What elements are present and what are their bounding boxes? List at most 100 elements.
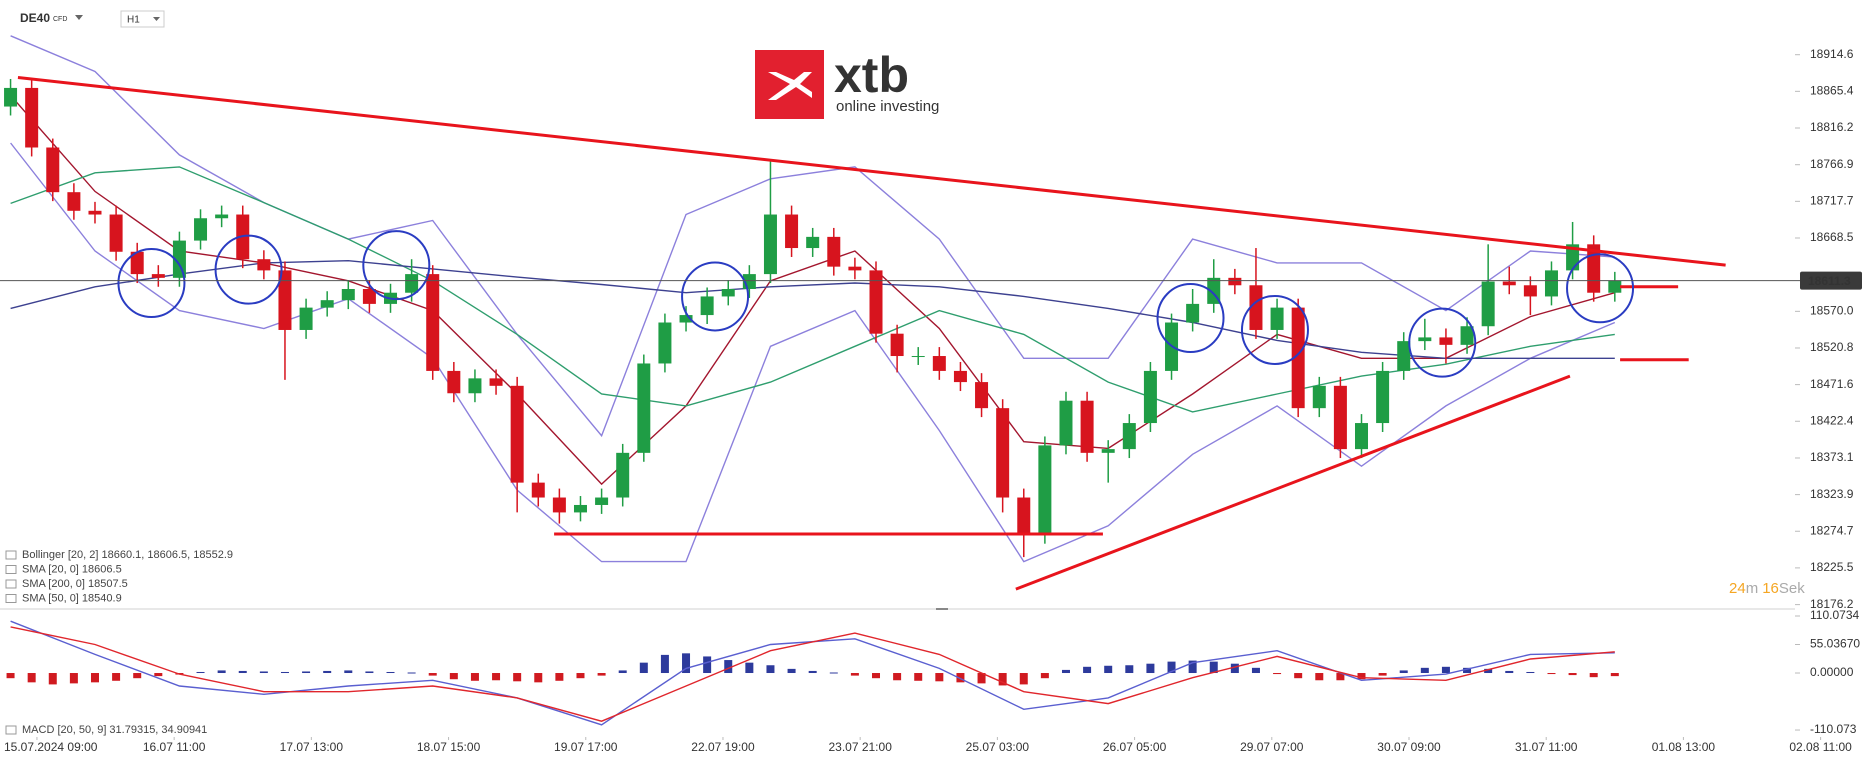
candle-body [468, 378, 482, 394]
histogram-bar [428, 673, 437, 676]
histogram-bar [872, 673, 881, 679]
y-tick-label: 18422.4 [1810, 413, 1854, 427]
histogram-bar [217, 670, 226, 674]
legend-icon [5, 594, 17, 603]
y-tick-label: 18323.9 [1810, 487, 1854, 501]
histogram-bar [1610, 673, 1619, 677]
candle-body [1038, 445, 1052, 535]
y-tick-label: 18816.2 [1810, 120, 1854, 134]
logo-name: xtb [834, 47, 909, 103]
histogram-bar [935, 673, 944, 682]
highlight-circle [362, 230, 431, 301]
indicator-line [10, 259, 1615, 359]
candle-timer: 24m 16Sek [1729, 580, 1805, 597]
histogram-bar [745, 662, 754, 674]
legend-entry: MACD [20, 50, 9] 31.79315, 34.90941 [22, 724, 207, 736]
x-tick-label: 15.07.2024 09:00 [4, 740, 98, 754]
market: CFD [53, 16, 67, 23]
candle-body [658, 322, 672, 364]
candle-body [975, 382, 989, 409]
y-tick-label: 18914.6 [1810, 47, 1854, 61]
y-tick-label: 18865.4 [1810, 84, 1854, 98]
histogram-bar [597, 673, 606, 676]
candle-body [869, 270, 883, 334]
candle-body [996, 408, 1010, 498]
y-tick-label: 18717.7 [1810, 194, 1854, 208]
histogram-bar [1273, 673, 1282, 675]
symbol-dropdown[interactable] [75, 15, 83, 20]
histogram-bar [323, 670, 332, 674]
y-tick-label: 18225.5 [1810, 560, 1854, 574]
histogram-bar [1399, 670, 1408, 674]
histogram-bar [1441, 666, 1450, 674]
histogram-bar [1378, 673, 1387, 676]
candle-body [1481, 281, 1495, 327]
x-tick-label: 29.07 07:00 [1240, 740, 1304, 754]
histogram-bar [1294, 673, 1303, 679]
candle-body [510, 385, 524, 483]
timeframe-dropdown [153, 17, 160, 21]
histogram-bar [344, 670, 353, 674]
histogram-bar [492, 673, 501, 681]
candle-body [1228, 277, 1242, 286]
candle-body [362, 288, 376, 304]
trendline [1015, 374, 1571, 591]
candle-body [215, 214, 229, 219]
candle-body [1270, 307, 1284, 330]
histogram-bar [470, 673, 479, 681]
candle-body [1143, 370, 1157, 424]
histogram-bar [1505, 670, 1514, 674]
histogram-bar [259, 671, 268, 674]
timer-minutes: 24 [1729, 580, 1746, 597]
candle-body [700, 296, 714, 316]
y-tick-label: 18373.1 [1810, 450, 1854, 464]
y-tick-label: 18668.5 [1810, 230, 1854, 244]
candle-body [953, 370, 967, 383]
x-tick-label: 17.07 13:00 [280, 740, 344, 754]
candle-body [341, 288, 355, 301]
highlight-circle [1156, 283, 1225, 354]
histogram-bar [69, 673, 78, 684]
last-price-box [1800, 271, 1862, 290]
histogram-bar [280, 671, 289, 674]
legend-entry: Bollinger [20, 2] 18660.1, 18606.5, 1855… [22, 549, 233, 561]
histogram-bar [1188, 660, 1197, 674]
candle-body [1376, 370, 1390, 424]
timeframe-box[interactable] [120, 10, 165, 28]
candle-body [1101, 449, 1115, 453]
histogram-bar [1547, 673, 1556, 675]
histogram-bar [154, 673, 163, 677]
histogram-bar [787, 668, 796, 674]
candle-body [785, 214, 799, 249]
histogram-bar [893, 673, 902, 681]
y-tick-label: 18176.2 [1810, 597, 1854, 611]
candle-body [1523, 285, 1537, 297]
histogram-bar [1209, 661, 1218, 674]
legend-entry: SMA [20, 0] 18606.5 [22, 563, 122, 575]
y-tick-label: 18274.7 [1810, 523, 1854, 537]
histogram-bar [724, 660, 733, 674]
histogram-bar [977, 673, 986, 684]
candle-body [1249, 285, 1263, 330]
histogram-bar [1589, 673, 1598, 678]
histogram-bar [850, 673, 859, 676]
histogram-bar [1357, 673, 1366, 680]
candle-body [890, 333, 904, 357]
histogram-bar [27, 673, 36, 683]
histogram-bar [766, 665, 775, 674]
histogram-bar [618, 670, 627, 674]
histogram-bar [407, 672, 416, 674]
candle-body [1059, 400, 1073, 446]
candle-body [4, 87, 18, 107]
histogram-bar [513, 673, 522, 682]
histogram-bar [1463, 667, 1472, 674]
y-tick-label: 110.0734 [1810, 608, 1859, 622]
candle-body [1017, 497, 1031, 535]
symbol: DE40 [20, 11, 50, 25]
highlight-circle [214, 234, 283, 305]
timeframe: H1 [127, 15, 140, 26]
histogram-bar [703, 656, 712, 674]
histogram-bar [1484, 668, 1493, 674]
highlight-circle [1408, 307, 1477, 378]
x-tick-label: 25.07 03:00 [966, 740, 1030, 754]
